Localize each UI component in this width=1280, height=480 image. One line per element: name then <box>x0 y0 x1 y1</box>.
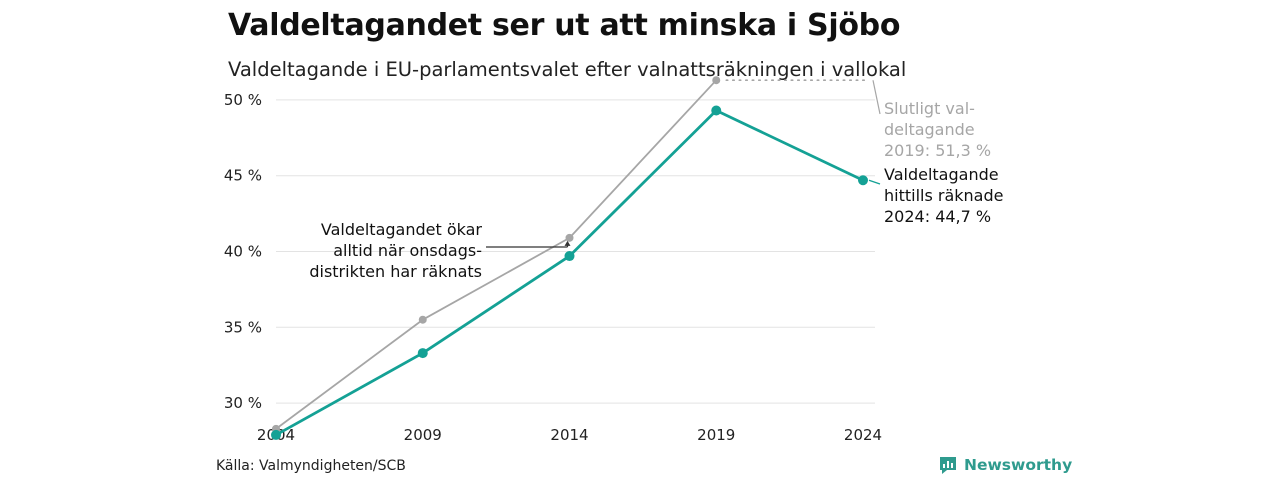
counted-turnout-point <box>417 348 428 359</box>
note-arrow-head <box>564 240 571 246</box>
counted-label-connector <box>868 179 881 185</box>
brand-logo: Newsworthy <box>938 455 1072 475</box>
final-label-connector <box>872 80 881 115</box>
x-tick-label: 2014 <box>550 426 588 444</box>
note-annotation: distrikten har räknats <box>309 262 482 281</box>
brand-name: Newsworthy <box>964 456 1073 474</box>
counted-turnout-label: hittills räknade <box>884 186 1003 205</box>
final-turnout-point <box>712 76 721 85</box>
x-tick-label: 2024 <box>844 426 882 444</box>
y-tick-label: 50 % <box>224 91 262 109</box>
x-tick-label: 2019 <box>697 426 735 444</box>
counted-turnout-label: 2024: 44,7 % <box>884 207 991 226</box>
final-turnout-label: 2019: 51,3 % <box>884 141 991 160</box>
final-turnout-point <box>565 233 574 242</box>
final-turnout-label: deltagande <box>884 120 975 139</box>
source-note: Källa: Valmyndigheten/SCB <box>216 458 406 474</box>
counted-turnout-point <box>711 105 722 116</box>
newsworthy-logo-icon <box>940 457 956 474</box>
final-turnout-label: Slutligt val- <box>884 99 975 118</box>
counted-turnout-point <box>271 429 281 440</box>
x-tick-label: 2009 <box>404 426 442 444</box>
counted-turnout-point <box>858 175 868 186</box>
final-turnout-line <box>275 79 718 430</box>
final-turnout-point <box>418 315 427 324</box>
counted-turnout-label: Valdeltagande <box>884 165 999 184</box>
y-tick-label: 35 % <box>224 318 262 336</box>
y-tick-label: 40 % <box>224 243 262 261</box>
chart-subtitle: Valdeltagande i EU-parlamentsvalet efter… <box>228 58 907 81</box>
chart-title: Valdeltagandet ser ut att minska i Sjöbo <box>228 8 901 43</box>
y-tick-label: 30 % <box>224 394 262 412</box>
note-annotation: alltid när onsdags- <box>333 241 482 260</box>
y-tick-label: 45 % <box>224 167 262 185</box>
note-annotation: Valdeltagandet ökar <box>321 220 483 239</box>
counted-turnout-point <box>564 251 575 262</box>
